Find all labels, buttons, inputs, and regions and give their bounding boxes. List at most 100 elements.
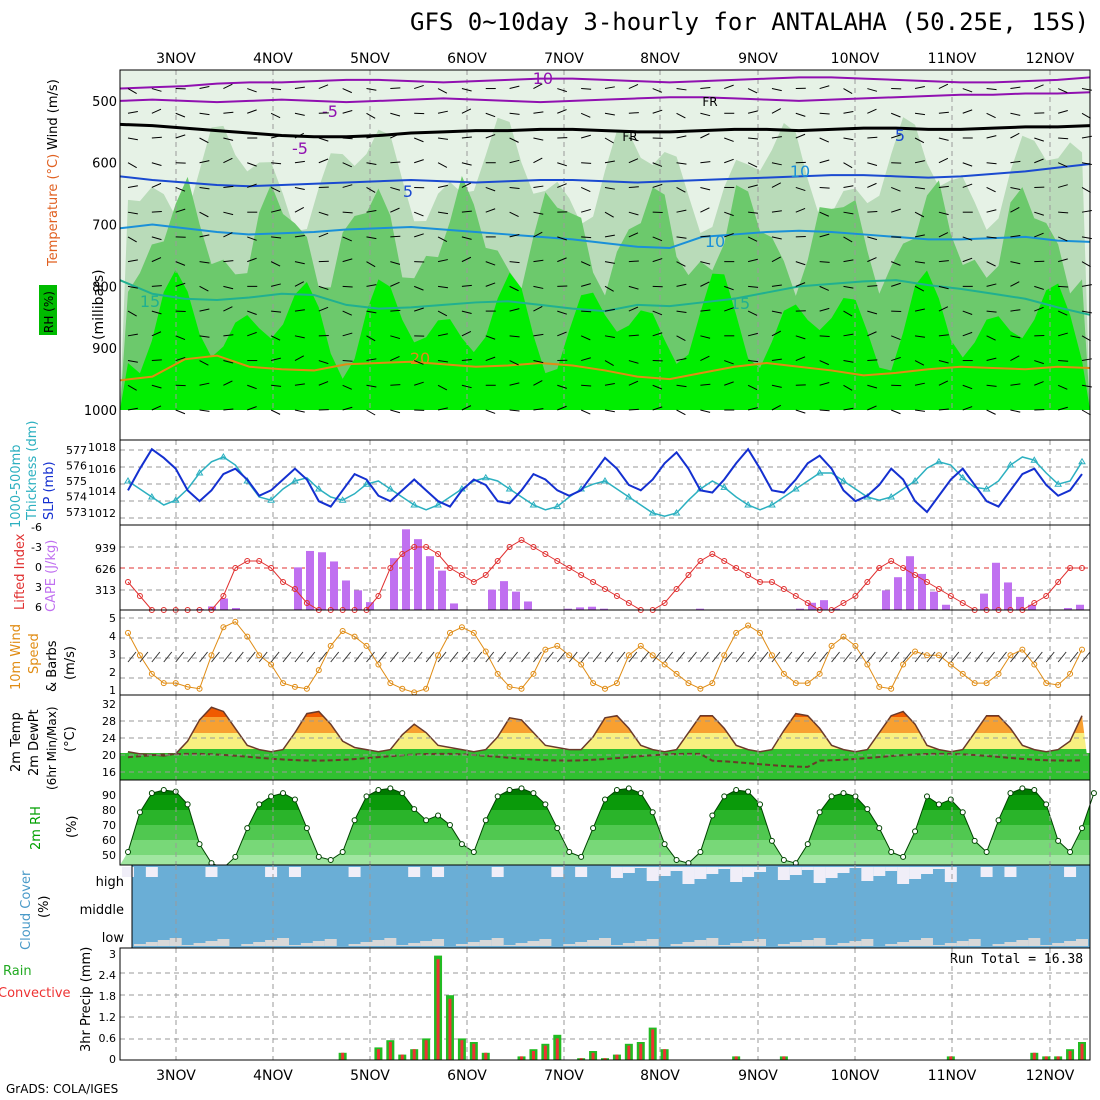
credit-label: GrADS: COLA/IGES — [6, 1082, 119, 1096]
cloud-low-gap — [813, 938, 826, 946]
wind-barb — [199, 211, 209, 218]
wind-barb — [127, 285, 138, 289]
li-marker — [220, 593, 227, 599]
wind-barb — [819, 112, 830, 115]
wind-barb — [986, 310, 997, 313]
wind-barb — [270, 135, 281, 139]
wind-barb — [1058, 360, 1069, 362]
wind-barb — [509, 308, 520, 312]
cloud-high-gap — [789, 867, 802, 875]
wind-speed-marker — [458, 624, 465, 631]
wind-barb — [223, 137, 234, 141]
wind-barb — [891, 208, 901, 213]
wind-barb — [747, 332, 758, 337]
wind-speed-marker — [900, 661, 907, 668]
rh-tick: 60 — [102, 834, 116, 847]
wind-barb — [771, 88, 782, 92]
wind-10m-barb — [509, 651, 518, 663]
wind-barb — [891, 282, 901, 287]
temp-tick: 16 — [102, 766, 116, 779]
wind-speed-marker — [315, 667, 322, 674]
rh2m-marker — [339, 849, 346, 856]
wind-barb — [914, 360, 925, 366]
wind-barb — [962, 257, 973, 263]
rh-band — [120, 810, 1090, 826]
li-marker — [1067, 565, 1074, 571]
wind-10m-barb — [688, 651, 697, 663]
wind-speed-marker — [768, 652, 775, 659]
wind-barb — [342, 184, 353, 188]
wind-10m-barb — [855, 651, 864, 663]
wind-barb — [151, 162, 162, 166]
wind-speed-marker — [363, 642, 370, 649]
cloud-high-gap — [742, 867, 755, 877]
precip-conv-bar — [460, 1040, 464, 1060]
wind-speed-marker — [923, 652, 930, 659]
wind-barb — [557, 162, 567, 167]
wind-speed-marker — [673, 670, 680, 677]
wind-barb — [724, 233, 734, 238]
wind-barb — [270, 187, 281, 193]
li-marker — [542, 551, 549, 557]
cloud-high-gap — [646, 867, 659, 881]
wind-barb — [628, 334, 639, 337]
wind-barb — [533, 231, 543, 238]
wind-barb — [271, 236, 282, 239]
rh2m-marker — [482, 817, 489, 824]
thickness-marker — [481, 473, 490, 481]
li-marker — [470, 579, 477, 585]
rh2m-marker — [1031, 787, 1038, 793]
wind-barb — [151, 285, 162, 287]
wind10m-unit-label: (m/s) — [63, 646, 78, 680]
thickness-marker — [1006, 461, 1015, 468]
cloud-high-gap — [670, 867, 683, 871]
cloud-low-gap — [1040, 945, 1053, 946]
cape-bar — [488, 589, 496, 610]
li-marker — [399, 551, 406, 557]
wind-barb — [1010, 132, 1020, 139]
wind-barb — [437, 211, 449, 215]
li-marker — [602, 586, 608, 592]
cloud-low-gap — [754, 939, 767, 946]
wind-barb — [652, 406, 663, 411]
wind-speed-marker — [721, 652, 728, 659]
cloud-low-gap — [563, 944, 576, 946]
wind-barb — [437, 259, 448, 263]
wind-barb — [366, 384, 377, 388]
cloud-low-gap — [217, 939, 230, 946]
wind-10m-barb — [294, 651, 304, 663]
wind-speed-marker — [1079, 646, 1085, 653]
wind-10m-barb — [747, 651, 757, 663]
wind-barb — [652, 109, 663, 114]
rh2m-marker — [983, 849, 990, 856]
wind-10m-barb — [318, 651, 328, 663]
rh2m-marker — [363, 793, 370, 800]
wind-10m-barb — [962, 651, 972, 663]
wind-barb — [795, 186, 806, 192]
wind-barb — [199, 382, 210, 386]
cloud-low-gap — [300, 943, 313, 946]
cloud-low-gap — [205, 941, 218, 946]
wind-barb — [795, 112, 806, 117]
cloud-low-gap — [909, 940, 922, 946]
wind-speed-line — [127, 621, 1083, 693]
wind-barb — [628, 211, 639, 216]
wind-speed-marker — [661, 661, 668, 668]
cloud-low-gap — [324, 939, 337, 946]
cloud-low-gap — [968, 939, 981, 946]
rh-band — [120, 840, 1090, 856]
li-marker — [923, 579, 930, 585]
cloud-low-gap — [181, 945, 194, 946]
thickness-tick: 576 — [66, 460, 87, 473]
wind-speed-marker — [983, 680, 990, 687]
wind-barb — [199, 112, 210, 116]
wind-barb — [533, 211, 544, 215]
cape-tick: 939 — [95, 542, 116, 555]
rh-shade-bright — [120, 269, 1090, 410]
rh2m-marker — [506, 787, 513, 793]
wind-barb — [700, 281, 710, 287]
wind-barb — [127, 211, 138, 215]
thickness-marker — [744, 501, 752, 508]
rh2m-marker — [411, 806, 418, 813]
wind-10m-barb — [389, 651, 399, 663]
